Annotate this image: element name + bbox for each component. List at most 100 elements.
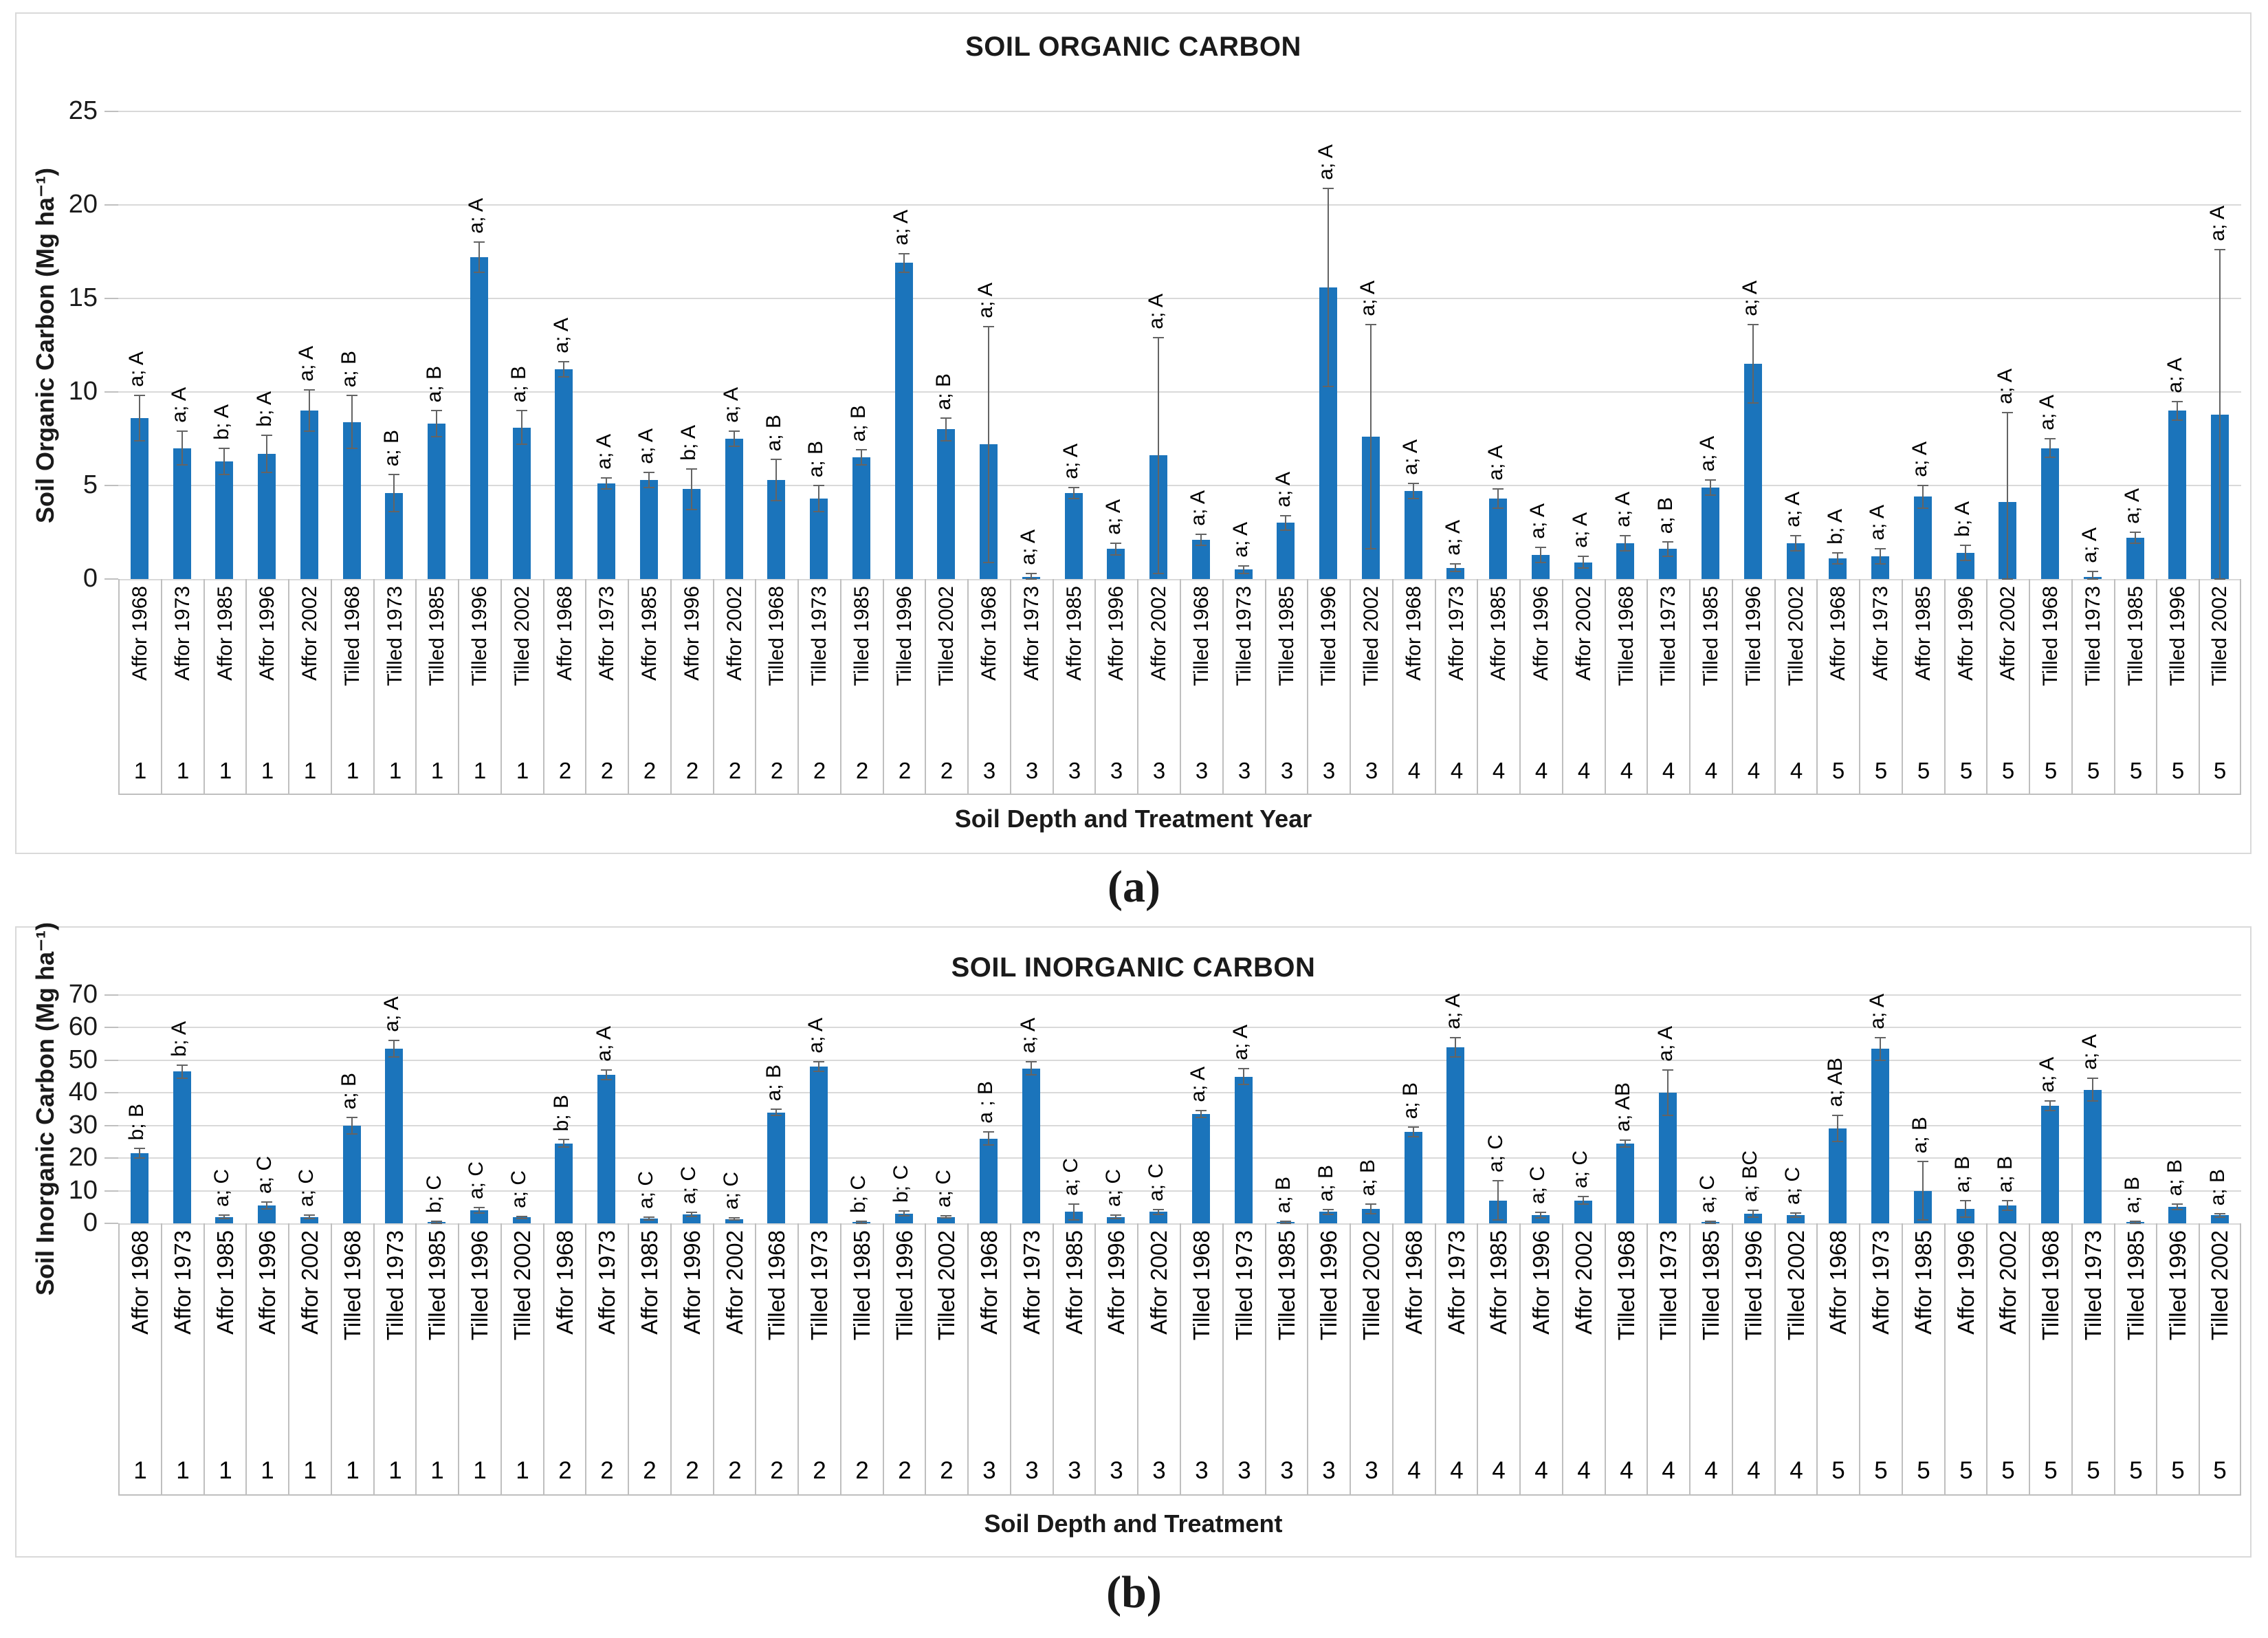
x-depth-number: 4 bbox=[1407, 758, 1421, 783]
bar-annotation: a; A bbox=[2036, 395, 2058, 430]
error-bar-cap bbox=[2172, 419, 2183, 421]
x-depth-number: 1 bbox=[388, 758, 402, 783]
error-bar-cap bbox=[1578, 556, 1589, 557]
gridline bbox=[118, 1157, 2241, 1159]
x-label-cell: Affor 1985 1 bbox=[203, 579, 246, 794]
bar-annotation: a; C bbox=[507, 1170, 530, 1208]
x-depth-number: 5 bbox=[2213, 758, 2227, 783]
error-bar-cap bbox=[2214, 1216, 2225, 1218]
x-depth-number: 4 bbox=[1620, 1457, 1633, 1484]
x-label-cell: Tilled 1973 4 bbox=[1647, 1223, 1689, 1494]
x-category-label: Affor 1973 bbox=[1445, 586, 1468, 681]
error-bar-cap bbox=[2214, 578, 2225, 580]
bar-annotation: a; B bbox=[507, 365, 530, 402]
x-label-cell: Affor 1968 2 bbox=[543, 579, 586, 794]
bar bbox=[1192, 540, 1210, 579]
y-tick-label: 40 bbox=[68, 1078, 98, 1107]
bar-annotation: a; C bbox=[1145, 1163, 1167, 1201]
bar-annotation: a; B bbox=[1994, 1155, 2016, 1192]
error-bar-cap bbox=[1662, 541, 1673, 543]
error-bar bbox=[1497, 1181, 1499, 1220]
x-depth-number: 3 bbox=[1365, 758, 1378, 783]
x-category-label: Tilled 2002 bbox=[2207, 1230, 2232, 1341]
chart-a-y-axis-label: Soil Organic Carbon (Mg ha⁻¹) bbox=[31, 167, 59, 523]
error-bar bbox=[775, 1109, 777, 1115]
x-depth-number: 4 bbox=[1407, 1457, 1421, 1484]
error-bar bbox=[691, 1212, 692, 1216]
error-bar bbox=[1583, 557, 1584, 568]
x-category-label: Affor 1996 bbox=[1955, 586, 1977, 681]
bar bbox=[1277, 523, 1295, 579]
bar bbox=[1065, 493, 1083, 579]
bar-annotation: a; C bbox=[932, 1169, 955, 1208]
x-depth-number: 5 bbox=[2129, 758, 2143, 783]
y-tick-label: 10 bbox=[68, 1175, 98, 1205]
error-bar-cap bbox=[1365, 324, 1376, 325]
x-category-label: Tilled 1985 bbox=[2124, 586, 2147, 686]
x-label-cell: Affor 1968 4 bbox=[1392, 579, 1435, 794]
x-depth-number: 2 bbox=[813, 1457, 826, 1484]
x-category-label: Affor 1996 bbox=[254, 1230, 280, 1335]
gridline bbox=[118, 1190, 2241, 1192]
x-depth-number: 3 bbox=[1365, 1457, 1378, 1484]
bar bbox=[1235, 1077, 1253, 1223]
x-depth-number: 5 bbox=[2001, 1457, 2015, 1484]
error-bar bbox=[1667, 1070, 1669, 1115]
x-category-label: Tilled 2002 bbox=[935, 586, 958, 686]
x-depth-number: 2 bbox=[898, 1457, 912, 1484]
x-category-label: Affor 1968 bbox=[552, 1230, 577, 1335]
bar bbox=[1362, 1209, 1380, 1223]
error-bar-cap bbox=[2172, 401, 2183, 402]
bar bbox=[513, 1217, 531, 1223]
error-bar bbox=[478, 242, 480, 272]
error-bar bbox=[1200, 534, 1202, 545]
error-bar-cap bbox=[1917, 1161, 1928, 1162]
x-depth-number: 2 bbox=[770, 758, 784, 783]
x-category-label: Affor 1985 bbox=[637, 1230, 662, 1335]
gridline bbox=[118, 1027, 2241, 1029]
error-bar-cap bbox=[1068, 1219, 1079, 1221]
bar-annotation: a; B bbox=[804, 440, 827, 477]
x-depth-number: 1 bbox=[346, 1457, 360, 1484]
y-tick-mark bbox=[104, 485, 118, 486]
bar-annotation: a; C bbox=[465, 1161, 487, 1199]
x-depth-number: 1 bbox=[303, 758, 317, 783]
error-bar bbox=[1115, 1215, 1116, 1219]
x-category-label: Tilled 1968 bbox=[2039, 586, 2062, 686]
error-bar bbox=[2177, 402, 2178, 420]
bar-annotation: a; A bbox=[465, 198, 487, 234]
bar-annotation: b; A bbox=[1951, 501, 1974, 537]
error-bar bbox=[266, 1203, 267, 1209]
bar bbox=[131, 418, 148, 579]
error-bar bbox=[1965, 545, 1966, 560]
error-bar bbox=[1625, 1141, 1626, 1147]
error-bar-cap bbox=[134, 440, 145, 441]
x-label-cell: Tilled 1973 1 bbox=[373, 579, 416, 794]
x-label-cell: Tilled 1968 3 bbox=[1180, 1223, 1222, 1494]
x-category-label: Affor 1968 bbox=[1825, 1230, 1851, 1335]
bar bbox=[937, 1217, 955, 1223]
x-category-label: Tilled 1996 bbox=[1317, 586, 1340, 686]
y-tick-mark bbox=[104, 578, 118, 580]
x-label-cell: Affor 1968 5 bbox=[1816, 1223, 1859, 1494]
bar bbox=[1489, 499, 1507, 579]
x-depth-number: 2 bbox=[728, 758, 742, 783]
bar-annotation: a; A bbox=[593, 434, 615, 470]
error-bar bbox=[1158, 1209, 1159, 1214]
x-category-label: Affor 1985 bbox=[1487, 586, 1510, 681]
x-label-cell: Tilled 1973 2 bbox=[797, 1223, 840, 1494]
error-bar bbox=[903, 1211, 905, 1216]
bar-annotation: a; A bbox=[550, 318, 573, 353]
bar-annotation: a; A bbox=[380, 996, 403, 1032]
bar-annotation: a; B bbox=[423, 365, 445, 402]
x-depth-number: 5 bbox=[2171, 758, 2185, 783]
x-depth-number: 3 bbox=[1025, 758, 1039, 783]
bar bbox=[513, 428, 531, 579]
x-depth-number: 3 bbox=[1195, 758, 1209, 783]
error-bar-cap bbox=[643, 1216, 654, 1218]
error-bar bbox=[1073, 1203, 1075, 1220]
x-depth-number: 2 bbox=[898, 758, 912, 783]
x-label-cell: Affor 1973 1 bbox=[161, 1223, 203, 1494]
bar bbox=[895, 263, 913, 579]
bar bbox=[215, 461, 233, 579]
